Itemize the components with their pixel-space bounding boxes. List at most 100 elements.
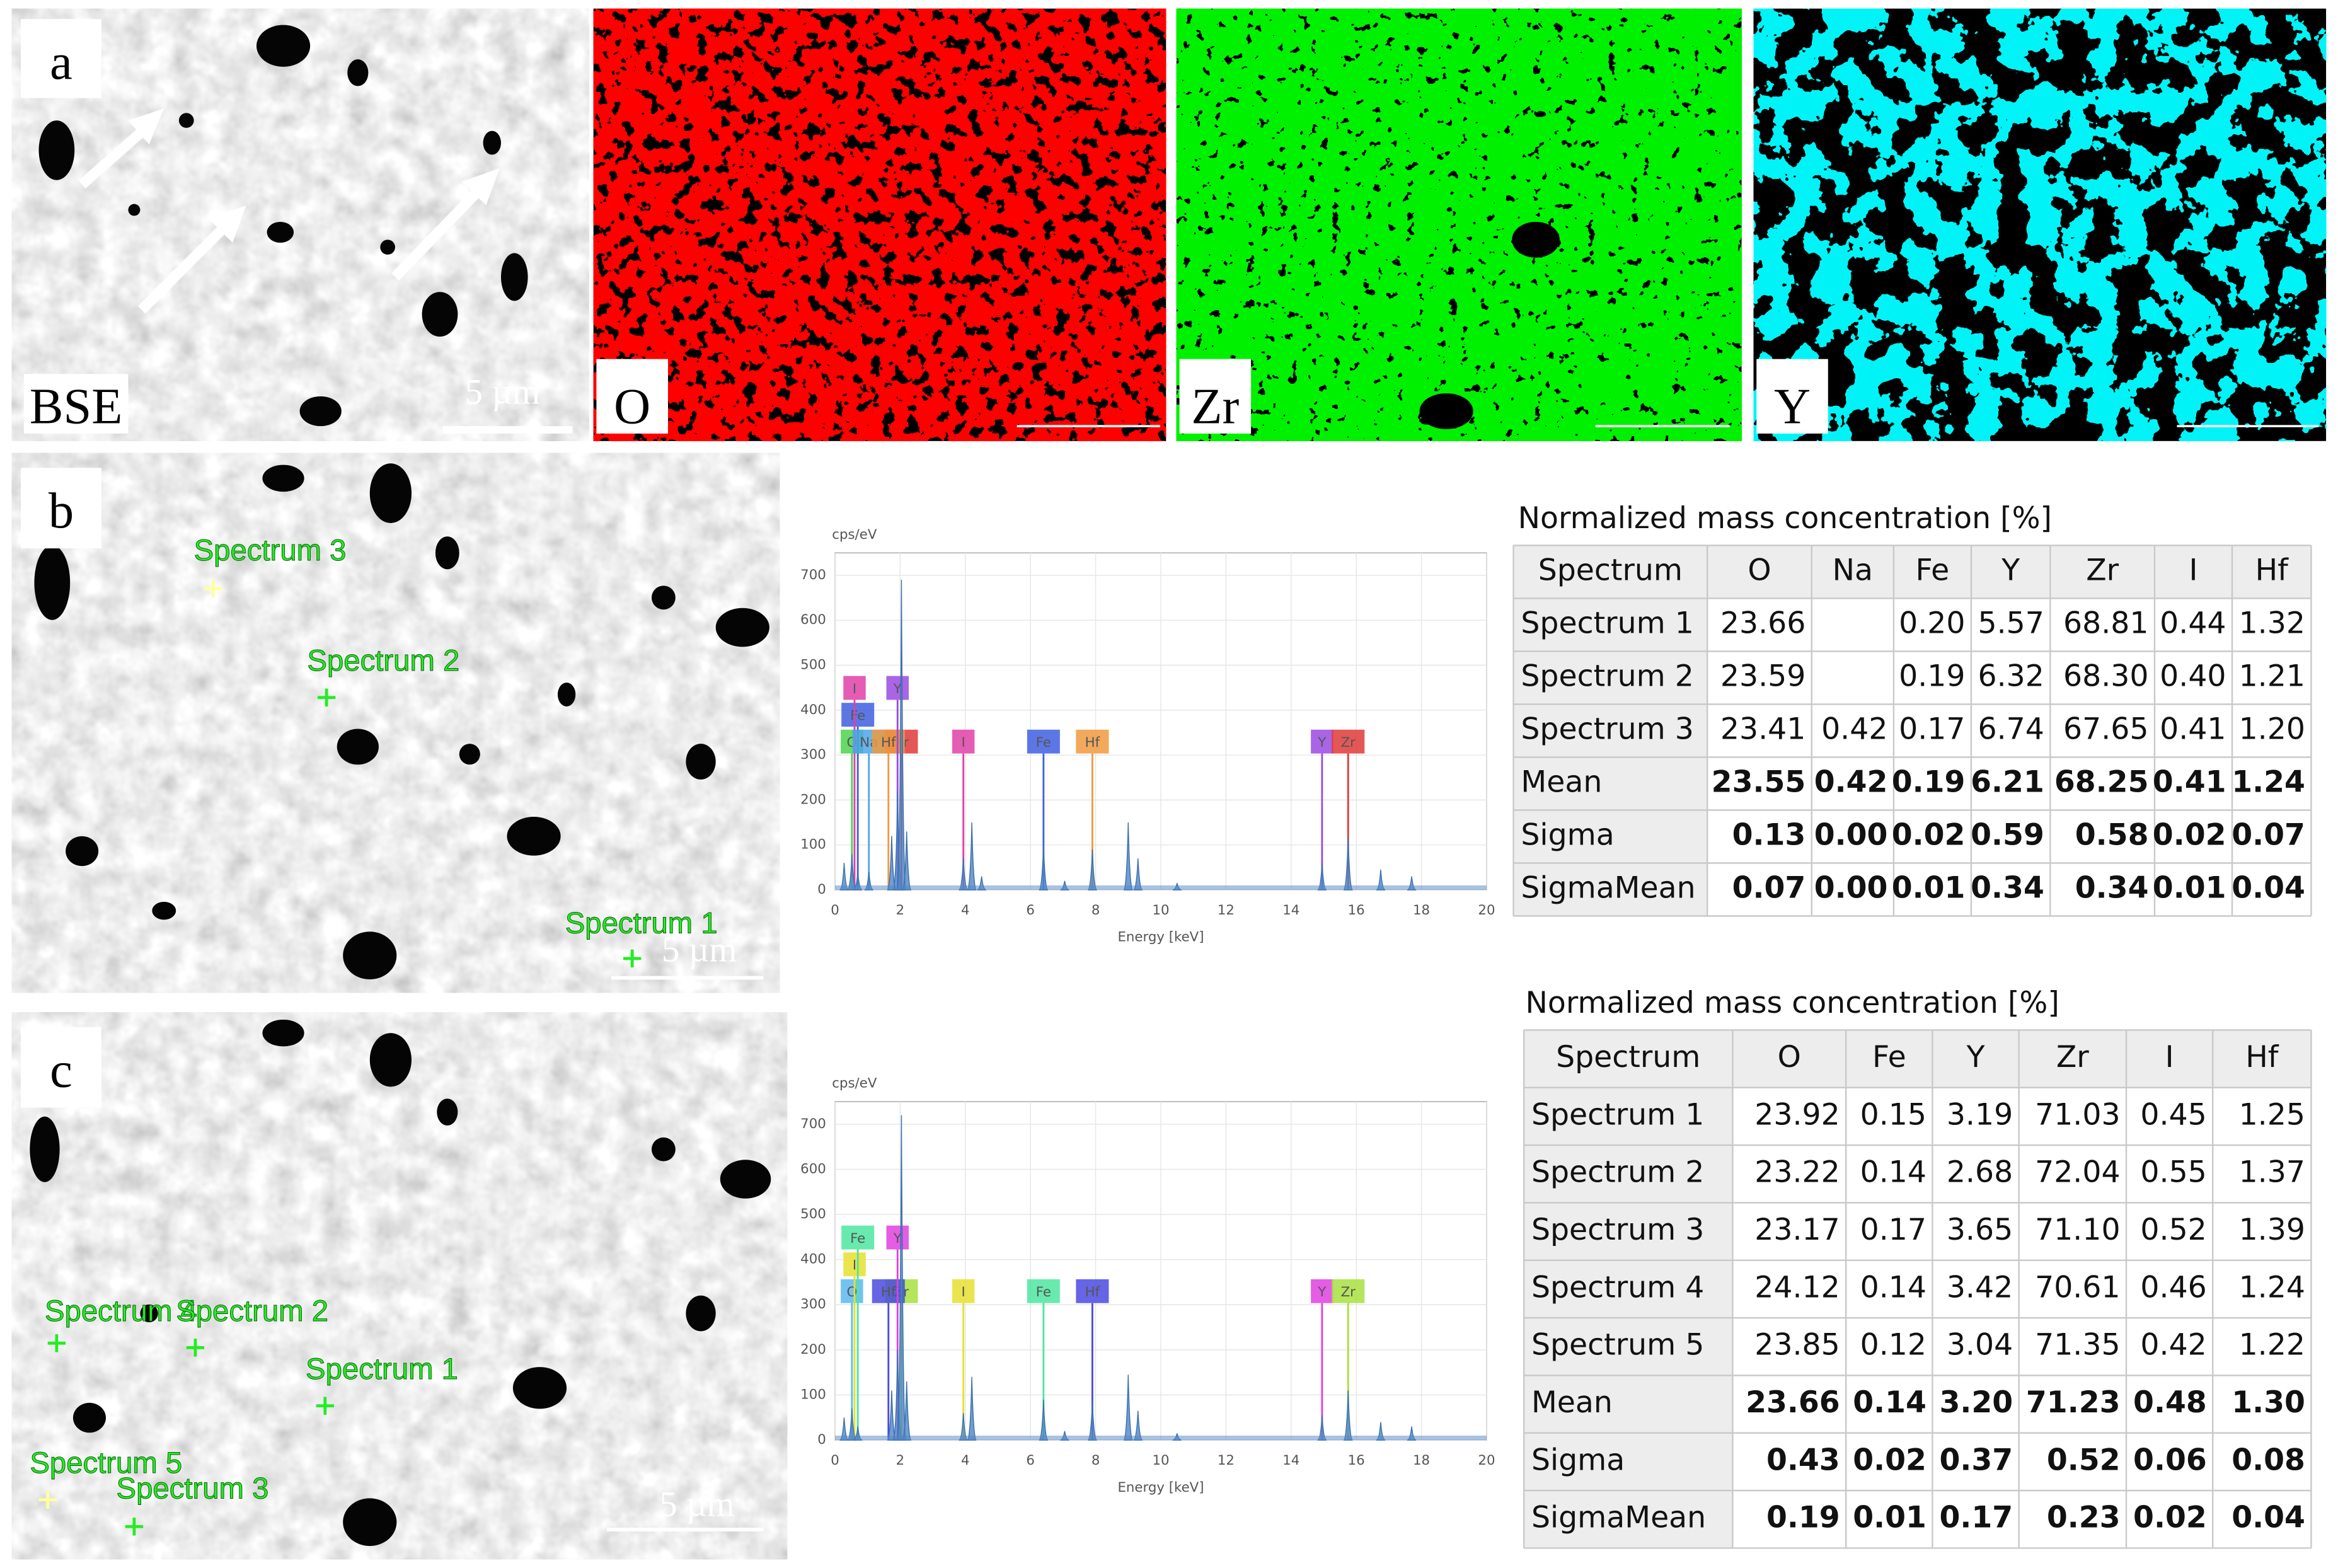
spectrum-marker: [204, 579, 222, 598]
map-zr: [1176, 8, 1742, 441]
table-cell: 0.52: [2140, 1213, 2206, 1247]
table-cell: 3.20: [1939, 1385, 2013, 1420]
scale-bar-label: 5 µm: [662, 930, 737, 970]
table-cell: 0.34: [2075, 870, 2149, 905]
table-header-cell: Zr: [2056, 1040, 2089, 1075]
table-cell: SigmaMean: [1531, 1501, 1706, 1535]
y-tick-label: 300: [800, 747, 826, 763]
x-tick-label: 0: [831, 902, 839, 918]
y-tick-label: 600: [800, 612, 826, 628]
y-tick-label: 100: [800, 1386, 826, 1402]
table-cell: 6.32: [1978, 659, 2044, 693]
table-cell: 0.58: [2075, 817, 2149, 852]
table-cell: 0.37: [1939, 1443, 2013, 1477]
x-tick-label: 2: [896, 902, 905, 918]
x-tick-label: 14: [1282, 902, 1299, 918]
table-cell: 23.55: [1712, 764, 1806, 799]
element-tag: [1027, 1279, 1060, 1303]
table-cell: 0.41: [2160, 712, 2226, 746]
table-cell: 1.20: [2239, 712, 2305, 746]
x-tick-label: 4: [961, 1453, 970, 1468]
table-cell: 6.21: [1971, 764, 2044, 799]
element-tag-label: Y: [893, 1231, 902, 1247]
table-cell: 0.44: [2160, 606, 2226, 640]
x-tick-label: 10: [1152, 902, 1169, 918]
x-tick-label: 16: [1348, 902, 1365, 918]
table-cell: 0.41: [2153, 764, 2226, 799]
table-cell: 1.24: [2239, 1270, 2305, 1305]
element-tag-label: Fe: [850, 708, 865, 723]
table-header-cell: Y: [2001, 553, 2020, 587]
table-cell: 0.19: [1892, 764, 1966, 799]
element-tag-label: Zr: [1341, 1284, 1356, 1300]
y-tick-label: 600: [800, 1161, 826, 1177]
first-col-bg: [1513, 545, 1708, 916]
element-tag-label: Fe: [850, 1231, 865, 1247]
table-header-cell: Y: [1966, 1040, 1985, 1075]
table-cell: 0.19: [1766, 1501, 1840, 1535]
table-cell: 0.42: [1814, 764, 1888, 799]
y-tick-label: 400: [800, 1252, 826, 1267]
x-tick-label: 0: [831, 1453, 839, 1468]
table-cell: 1.32: [2239, 606, 2305, 640]
table-cell: Spectrum 3: [1531, 1213, 1704, 1247]
table-cell: 0.46: [2140, 1270, 2206, 1305]
panel-label: c: [50, 1042, 72, 1098]
element-tag-label: O: [847, 1284, 858, 1300]
element-tag-label: Fe: [1036, 735, 1051, 751]
label-box: [23, 374, 129, 434]
label-box: [21, 19, 101, 98]
table-cell: Spectrum 5: [1531, 1328, 1704, 1363]
table-cell: 2.68: [1947, 1155, 2013, 1190]
table-cell: Spectrum 1: [1531, 1097, 1704, 1132]
bse-image-a: [11, 8, 589, 441]
y-tick-label: 500: [800, 1206, 826, 1222]
table-cell: Sigma: [1531, 1443, 1625, 1477]
table-cell: Spectrum 3: [1521, 712, 1693, 746]
map-y: [1753, 8, 2327, 441]
baseline: [835, 885, 1487, 890]
element-tag-label: Y: [1317, 735, 1327, 751]
table-cell: 0.14: [1860, 1270, 1926, 1305]
label-box: [1179, 359, 1252, 434]
table-header-cell: I: [2189, 553, 2198, 587]
element-tag: [843, 676, 866, 700]
panel-label: a: [50, 34, 72, 90]
element-tag: [1311, 729, 1333, 754]
element-tag: [841, 1225, 875, 1250]
x-tick-label: 10: [1152, 1453, 1169, 1468]
element-tag-label: I: [853, 681, 856, 697]
table-cell: 3.19: [1947, 1097, 2013, 1132]
table-cell: Mean: [1521, 764, 1602, 799]
table-cell: 0.01: [2153, 870, 2226, 905]
element-tag: [1311, 1279, 1333, 1303]
table-cell: 1.37: [2239, 1155, 2305, 1190]
spectrum-point-label: Spectrum 1: [565, 907, 718, 940]
spectrum-point-label: Spectrum 4: [45, 1294, 197, 1328]
table-cell: 68.25: [2054, 764, 2149, 799]
table-cell: 0.02: [2133, 1501, 2207, 1535]
x-tick-label: 18: [1413, 1453, 1430, 1468]
table-cell: 0.43: [1766, 1443, 1840, 1477]
table-header-cell: I: [2165, 1040, 2174, 1075]
x-tick-label: 2: [896, 1453, 905, 1468]
table-header-cell: Zr: [2086, 553, 2119, 587]
table-cell: 1.24: [2231, 764, 2305, 799]
table-cell: 0.48: [2133, 1385, 2207, 1420]
table-header-cell: Hf: [2245, 1040, 2279, 1075]
element-tag-label: Y: [893, 681, 902, 697]
y-tick-label: 100: [800, 837, 826, 853]
bse-image-c: [11, 1012, 788, 1560]
table-cell: 0.42: [1821, 712, 1887, 746]
concentration-table: Normalized mass concentration [%] Spectru…: [1523, 986, 2312, 1549]
spectrum-point-label: Spectrum 2: [307, 644, 459, 677]
table-cell: 0.02: [2153, 817, 2226, 852]
bse-texture: [11, 8, 589, 441]
table-cell: 0.40: [2160, 659, 2226, 693]
table-cell: 0.02: [1892, 817, 1966, 852]
table-cell: 68.30: [2063, 659, 2148, 693]
table-cell: 0.06: [2133, 1443, 2207, 1477]
y-tick-label: 200: [800, 792, 826, 807]
table-cell: 0.00: [1814, 870, 1888, 905]
